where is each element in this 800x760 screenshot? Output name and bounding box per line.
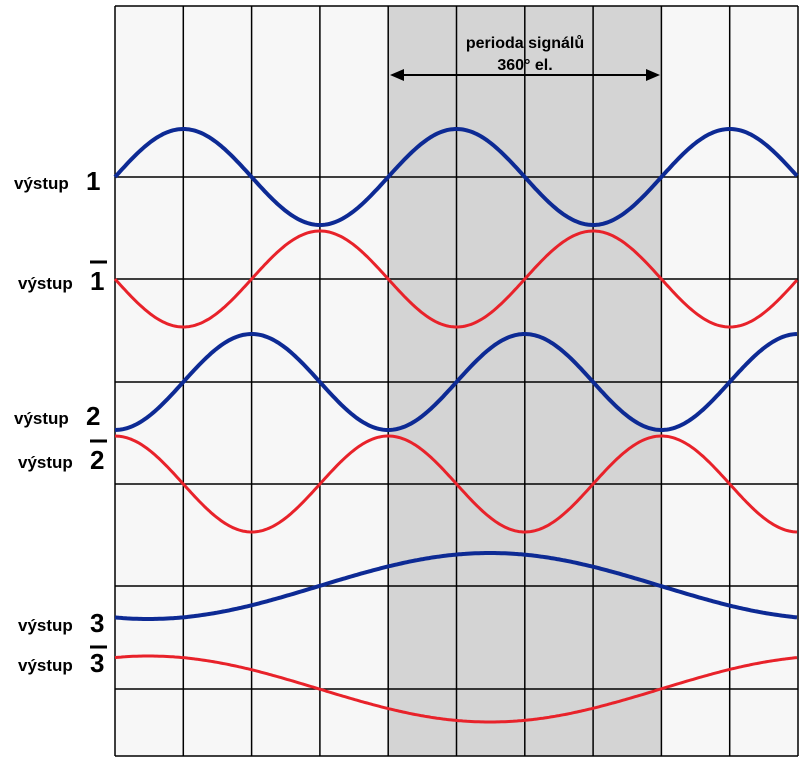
waveform xyxy=(113,127,799,227)
output-label: výstup xyxy=(14,409,69,428)
output-label: výstup xyxy=(18,616,73,635)
waveform xyxy=(114,332,798,432)
output-number: 2 xyxy=(86,401,100,431)
output-label: výstup xyxy=(18,656,73,675)
waveform xyxy=(113,229,799,329)
output-label: výstup xyxy=(18,274,73,293)
output-number: 1 xyxy=(90,266,104,296)
output-label: výstup xyxy=(18,453,73,472)
waveform xyxy=(114,654,798,724)
curves xyxy=(113,127,799,724)
output-number: 1 xyxy=(86,166,100,196)
waveform xyxy=(114,434,798,534)
waveform xyxy=(114,551,798,621)
period-title: perioda signálů xyxy=(466,35,584,52)
output-label: výstup xyxy=(14,174,69,193)
output-number: 3 xyxy=(90,648,104,678)
output-number: 3 xyxy=(90,608,104,638)
period-degrees: 360° el. xyxy=(497,57,552,74)
output-number: 2 xyxy=(90,445,104,475)
